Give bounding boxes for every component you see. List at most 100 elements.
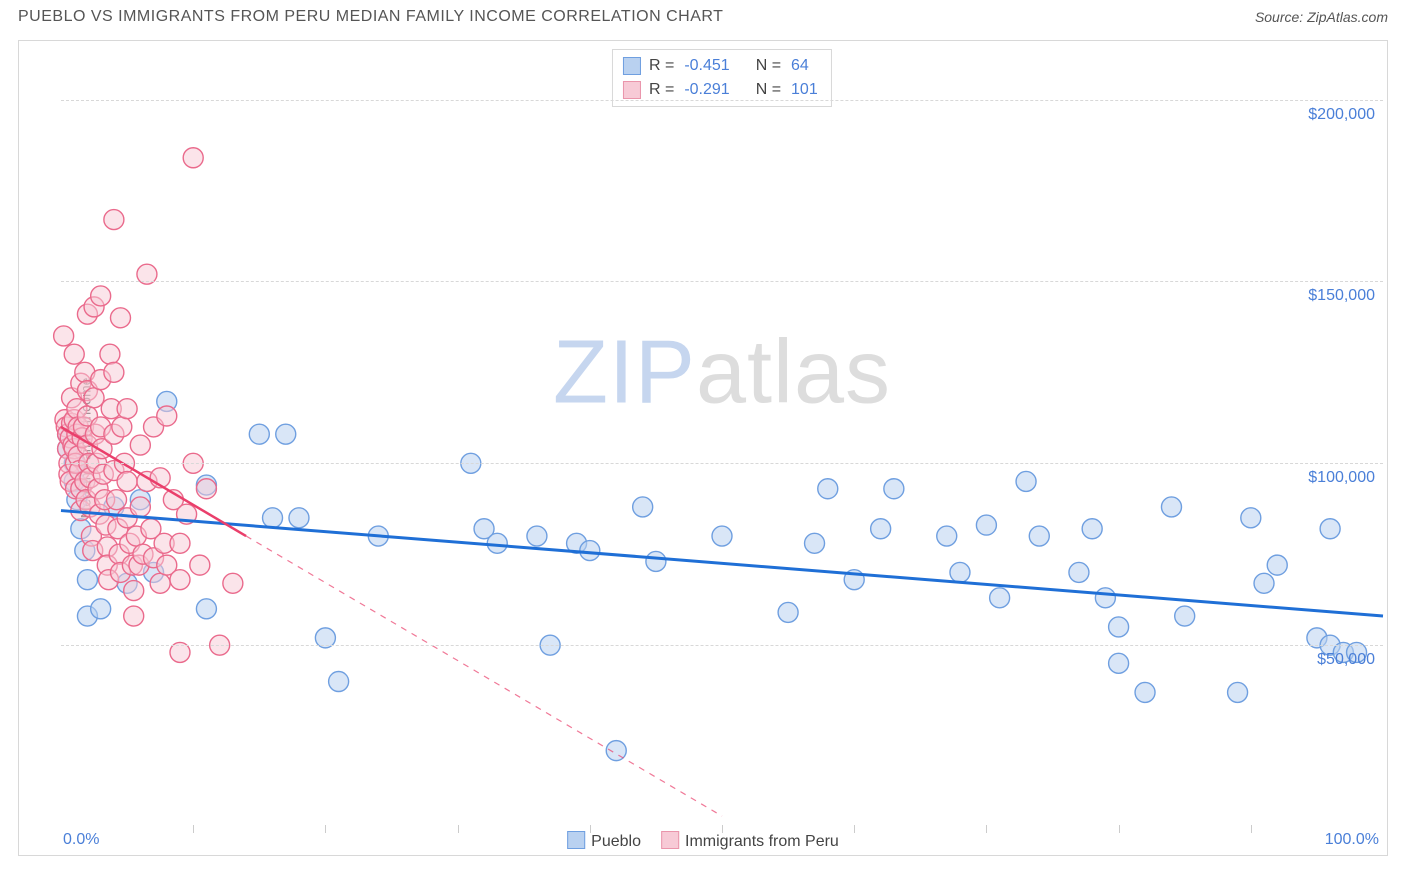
data-point <box>170 533 190 553</box>
chart-title: PUEBLO VS IMMIGRANTS FROM PERU MEDIAN FA… <box>18 8 723 26</box>
gridline <box>61 281 1383 282</box>
data-point <box>1161 497 1181 517</box>
x-axis-min-label: 0.0% <box>63 831 99 849</box>
legend-n-label: N = <box>756 78 781 102</box>
data-point <box>104 210 124 230</box>
y-tick-label: $200,000 <box>1308 106 1375 124</box>
data-point <box>646 551 666 571</box>
data-point <box>633 497 653 517</box>
legend-label: Pueblo <box>591 833 641 850</box>
data-point <box>107 490 127 510</box>
data-point <box>104 362 124 382</box>
legend-r-label: R = <box>649 78 674 102</box>
x-tick <box>458 825 459 833</box>
data-point <box>124 581 144 601</box>
data-point <box>110 308 130 328</box>
plot-area: ZIPatlas R =-0.451N =64R =-0.291N =101 $… <box>61 45 1383 827</box>
data-point <box>84 388 104 408</box>
data-point <box>170 570 190 590</box>
data-point <box>950 562 970 582</box>
y-tick-label: $50,000 <box>1317 651 1375 669</box>
x-tick <box>193 825 194 833</box>
data-point <box>937 526 957 546</box>
y-tick-label: $150,000 <box>1308 287 1375 305</box>
data-point <box>1267 555 1287 575</box>
data-point <box>1109 653 1129 673</box>
legend-swatch <box>623 81 641 99</box>
legend-series: Pueblo Immigrants from Peru <box>567 831 839 851</box>
data-point <box>223 573 243 593</box>
data-point <box>527 526 547 546</box>
data-point <box>1109 617 1129 637</box>
data-point <box>778 602 798 622</box>
data-point <box>1082 519 1102 539</box>
data-point <box>1228 682 1248 702</box>
data-point <box>871 519 891 539</box>
data-point <box>1241 508 1261 528</box>
data-point <box>112 417 132 437</box>
gridline <box>61 463 1383 464</box>
data-point <box>157 406 177 426</box>
data-point <box>1175 606 1195 626</box>
data-point <box>100 344 120 364</box>
trend-line-peru-dashed <box>246 536 722 816</box>
y-tick-label: $100,000 <box>1308 469 1375 487</box>
data-point <box>196 479 216 499</box>
data-point <box>1135 682 1155 702</box>
data-point <box>818 479 838 499</box>
data-point <box>91 286 111 306</box>
x-tick <box>854 825 855 833</box>
data-point <box>884 479 904 499</box>
legend-correlation-row: R = -0.291 N = 101 <box>623 78 821 102</box>
x-tick <box>986 825 987 833</box>
data-point <box>190 555 210 575</box>
x-axis-max-label: 100.0% <box>1325 831 1379 849</box>
series-pueblo-points <box>58 391 1367 760</box>
data-point <box>329 672 349 692</box>
data-point <box>487 533 507 553</box>
x-tick <box>325 825 326 833</box>
x-tick <box>1251 825 1252 833</box>
data-point <box>91 599 111 619</box>
plot-svg <box>61 45 1383 827</box>
data-point <box>54 326 74 346</box>
data-point <box>1320 519 1340 539</box>
legend-item: Pueblo <box>567 831 641 851</box>
data-point <box>130 435 150 455</box>
data-point <box>117 399 137 419</box>
legend-n-value: 101 <box>791 78 821 102</box>
data-point <box>976 515 996 535</box>
legend-n-label: N = <box>756 54 781 78</box>
legend-correlation: R = -0.451 N = 64 R = -0.291 N = 101 <box>612 49 832 107</box>
legend-r-label: R = <box>649 54 674 78</box>
data-point <box>150 573 170 593</box>
legend-r-value: -0.291 <box>684 78 729 102</box>
data-point <box>183 148 203 168</box>
data-point <box>1029 526 1049 546</box>
data-point <box>805 533 825 553</box>
data-point <box>263 508 283 528</box>
gridline <box>61 645 1383 646</box>
data-point <box>249 424 269 444</box>
data-point <box>196 599 216 619</box>
data-point <box>77 570 97 590</box>
gridline <box>61 100 1383 101</box>
data-point <box>130 497 150 517</box>
legend-swatch <box>623 57 641 75</box>
x-tick <box>1119 825 1120 833</box>
data-point <box>1254 573 1274 593</box>
legend-swatch <box>567 831 585 849</box>
legend-correlation-row: R = -0.451 N = 64 <box>623 54 821 78</box>
chart-header: PUEBLO VS IMMIGRANTS FROM PERU MEDIAN FA… <box>0 0 1406 32</box>
data-point <box>64 344 84 364</box>
legend-r-value: -0.451 <box>684 54 729 78</box>
legend-item: Immigrants from Peru <box>661 831 839 851</box>
data-point <box>580 541 600 561</box>
data-point <box>276 424 296 444</box>
data-point <box>289 508 309 528</box>
legend-n-value: 64 <box>791 54 821 78</box>
legend-label: Immigrants from Peru <box>685 833 839 850</box>
data-point <box>1095 588 1115 608</box>
data-point <box>117 471 137 491</box>
chart-source: Source: ZipAtlas.com <box>1255 9 1388 25</box>
